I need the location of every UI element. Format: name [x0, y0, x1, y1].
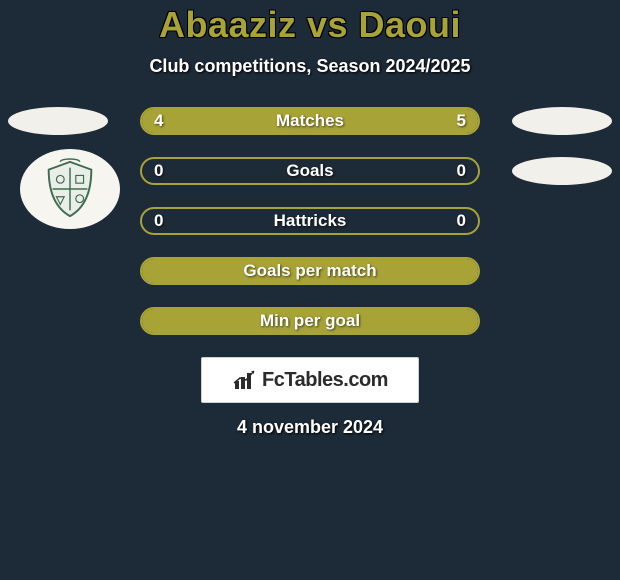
- stat-value-right: 0: [457, 161, 466, 181]
- date-label: 4 november 2024: [0, 417, 620, 438]
- stat-row: 4 5 Matches: [0, 107, 620, 135]
- chart-icon: [232, 369, 258, 391]
- club-badge-right: [512, 157, 612, 185]
- stat-label: Matches: [276, 111, 344, 131]
- stat-row: Min per goal: [0, 307, 620, 335]
- club-badge-left: [8, 107, 108, 135]
- stat-value-right: 0: [457, 211, 466, 231]
- stat-label: Goals: [286, 161, 333, 181]
- stat-row: Goals per match: [0, 257, 620, 285]
- stat-value-right: 5: [457, 111, 466, 131]
- page-subtitle: Club competitions, Season 2024/2025: [0, 56, 620, 77]
- stat-row: 0 0 Goals: [0, 157, 620, 185]
- stat-value-left: 0: [154, 211, 163, 231]
- stats-list: 4 5 Matches 0 0 Goals 0 0 Hattricks Goals per ma…: [0, 107, 620, 335]
- page-title: Abaaziz vs Daoui: [0, 4, 620, 46]
- stat-bar: 0 0 Goals: [140, 157, 480, 185]
- stat-bar: Goals per match: [140, 257, 480, 285]
- stat-bar: Min per goal: [140, 307, 480, 335]
- stat-bar: 0 0 Hattricks: [140, 207, 480, 235]
- stat-row: 0 0 Hattricks: [0, 207, 620, 235]
- stat-label: Hattricks: [274, 211, 347, 231]
- stat-bar: 4 5 Matches: [140, 107, 480, 135]
- stat-value-left: 4: [154, 111, 163, 131]
- brand-logo: FcTables.com: [201, 357, 419, 403]
- club-badge-right: [512, 107, 612, 135]
- stat-label: Goals per match: [243, 261, 376, 281]
- stat-value-left: 0: [154, 161, 163, 181]
- container: Abaaziz vs Daoui Club competitions, Seas…: [0, 0, 620, 580]
- brand-logo-text: FcTables.com: [262, 369, 388, 392]
- stat-fill-left: [142, 109, 290, 133]
- stat-label: Min per goal: [260, 311, 360, 331]
